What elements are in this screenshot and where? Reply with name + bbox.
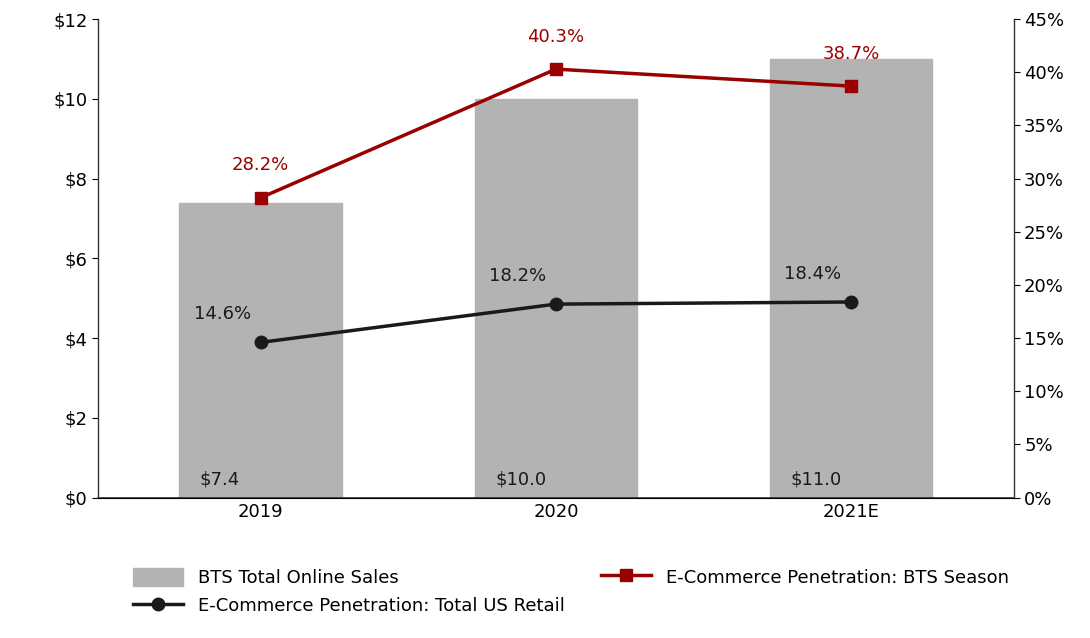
Bar: [180, 203, 342, 498]
Text: 40.3%: 40.3%: [528, 27, 584, 46]
Text: 38.7%: 38.7%: [823, 45, 880, 63]
Bar: [474, 99, 638, 498]
Text: $11.0: $11.0: [790, 471, 841, 489]
Text: 14.6%: 14.6%: [194, 305, 251, 323]
Bar: [770, 59, 932, 498]
Text: 18.2%: 18.2%: [489, 267, 546, 285]
Legend: BTS Total Online Sales, E-Commerce Penetration: Total US Retail, E-Commerce Pene: BTS Total Online Sales, E-Commerce Penet…: [125, 560, 1016, 623]
Text: 18.4%: 18.4%: [785, 265, 841, 283]
Text: $7.4: $7.4: [199, 471, 240, 489]
Text: 28.2%: 28.2%: [232, 156, 289, 174]
Text: $10.0: $10.0: [495, 471, 546, 489]
